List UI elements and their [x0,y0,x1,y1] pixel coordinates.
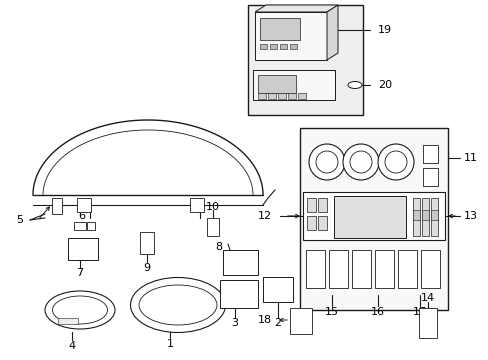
Bar [140,232,154,254]
Ellipse shape [130,278,225,333]
Bar [421,198,428,236]
Bar [430,198,437,236]
Bar [351,250,370,288]
Bar [263,277,292,302]
Text: 16: 16 [370,307,384,317]
Bar [299,128,447,310]
Text: 7: 7 [76,268,83,278]
Bar [289,44,296,49]
Text: 19: 19 [377,25,391,35]
Text: 5: 5 [16,215,23,225]
Circle shape [377,144,413,180]
Bar [68,238,98,260]
Circle shape [342,144,378,180]
Bar [412,198,419,236]
Bar [305,250,325,288]
Bar [422,168,437,186]
Bar [74,222,86,230]
Bar [206,218,219,236]
Bar [297,93,305,99]
Bar [333,196,405,238]
Bar [254,12,326,60]
Text: 17: 17 [412,307,426,317]
Text: 1: 1 [166,339,173,349]
Text: 4: 4 [68,341,76,351]
Polygon shape [326,5,337,60]
Text: 13: 13 [463,211,477,221]
Circle shape [308,144,345,180]
Text: 6: 6 [79,211,85,221]
Bar [252,70,334,100]
Bar [317,198,326,212]
Bar [278,93,285,99]
Bar [287,93,295,99]
Bar [412,210,419,220]
Bar [267,93,275,99]
Text: 8: 8 [214,242,222,252]
Bar [317,216,326,230]
Bar [289,308,311,334]
Bar [223,250,258,275]
Text: 9: 9 [143,263,150,273]
Text: 2: 2 [274,318,281,328]
Text: 15: 15 [325,307,338,317]
Bar [374,250,393,288]
Ellipse shape [45,291,115,329]
Bar [420,250,439,288]
Text: 12: 12 [257,211,271,221]
Text: 18: 18 [257,315,271,325]
Text: 3: 3 [231,318,238,328]
Bar [258,93,265,99]
Bar [77,198,91,212]
Bar [52,198,62,214]
Bar [328,250,347,288]
Bar [247,5,362,115]
Ellipse shape [347,81,361,89]
Text: 10: 10 [205,202,220,212]
Bar [269,44,276,49]
Bar [430,210,437,220]
Bar [258,75,295,93]
Bar [190,198,203,212]
Bar [303,192,444,240]
Bar [260,18,299,40]
Polygon shape [254,5,337,12]
Bar [306,216,315,230]
Bar [87,222,95,230]
Bar [220,280,258,308]
Bar [397,250,416,288]
Text: 14: 14 [420,293,434,303]
Bar [422,145,437,163]
Text: 20: 20 [377,80,391,90]
Bar [306,198,315,212]
Bar [260,44,266,49]
Bar [421,210,428,220]
Text: 11: 11 [463,153,477,163]
Bar [280,44,286,49]
Bar [418,308,436,338]
Bar [58,318,78,324]
